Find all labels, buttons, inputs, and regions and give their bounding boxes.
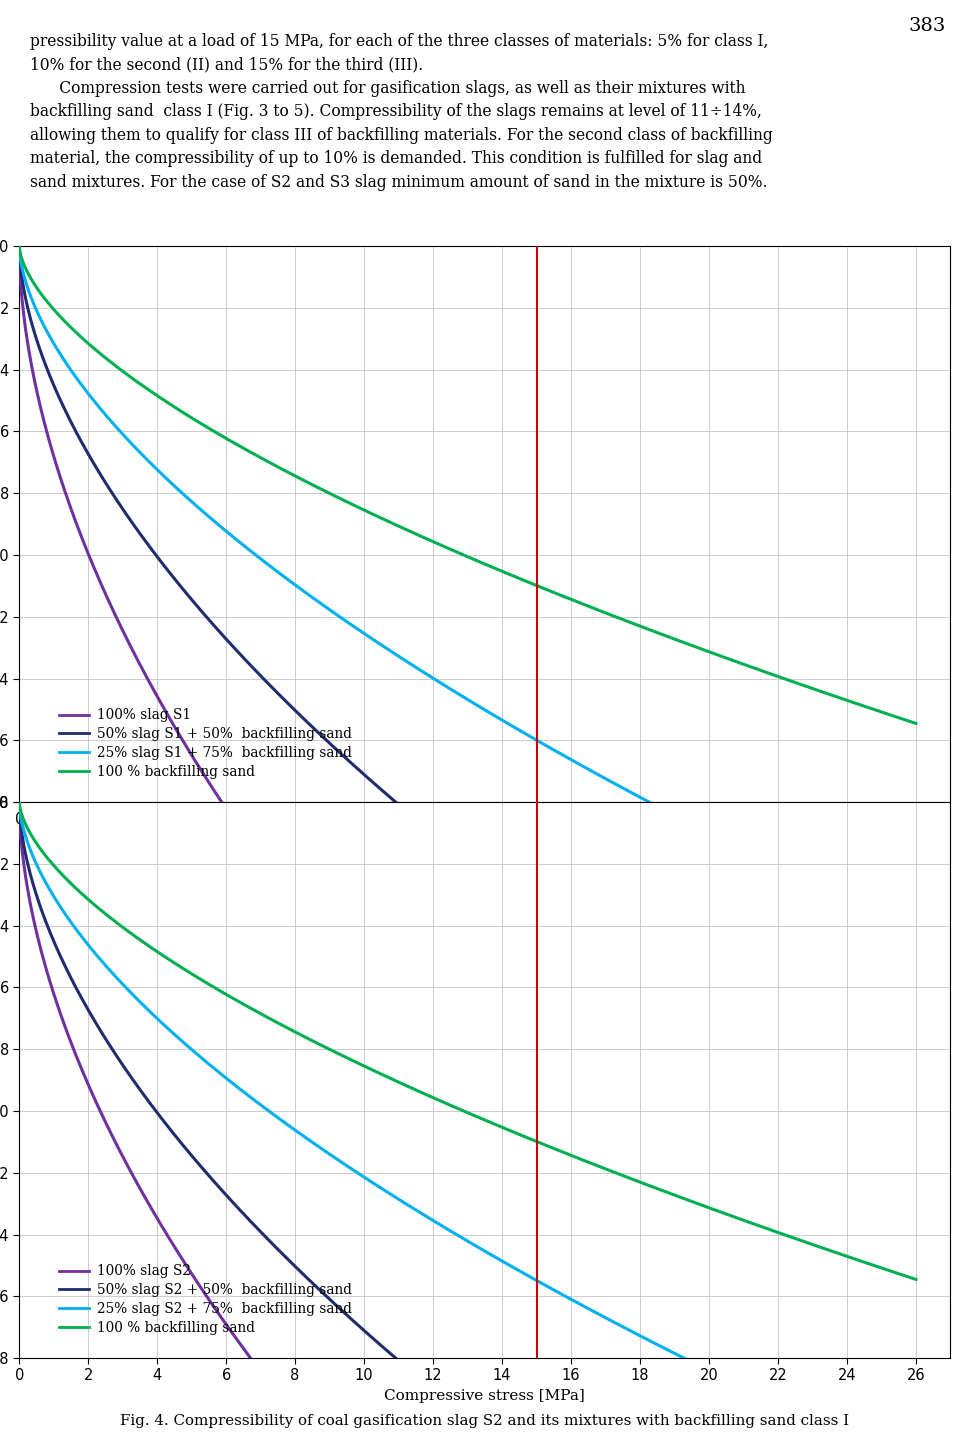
X-axis label: Compressive stress [MPa]: Compressive stress [MPa] [384, 833, 586, 846]
Text: pressibility value at a load of 15 MPa, for each of the three classes of materia: pressibility value at a load of 15 MPa, … [31, 33, 773, 190]
Text: 383: 383 [908, 17, 946, 35]
Text: Fig. 3. Compressibility of coal gasification slag S1 and its mixtures with backf: Fig. 3. Compressibility of coal gasifica… [120, 858, 850, 871]
Text: Fig. 4. Compressibility of coal gasification slag S2 and its mixtures with backf: Fig. 4. Compressibility of coal gasifica… [120, 1413, 850, 1428]
Legend: 100% slag S2, 50% slag S2 + 50%  backfilling sand, 25% slag S2 + 75%  backfillin: 100% slag S2, 50% slag S2 + 50% backfill… [54, 1259, 358, 1340]
Legend: 100% slag S1, 50% slag S1 + 50%  backfilling sand, 25% slag S1 + 75%  backfillin: 100% slag S1, 50% slag S1 + 50% backfill… [54, 704, 358, 784]
X-axis label: Compressive stress [MPa]: Compressive stress [MPa] [384, 1389, 586, 1403]
